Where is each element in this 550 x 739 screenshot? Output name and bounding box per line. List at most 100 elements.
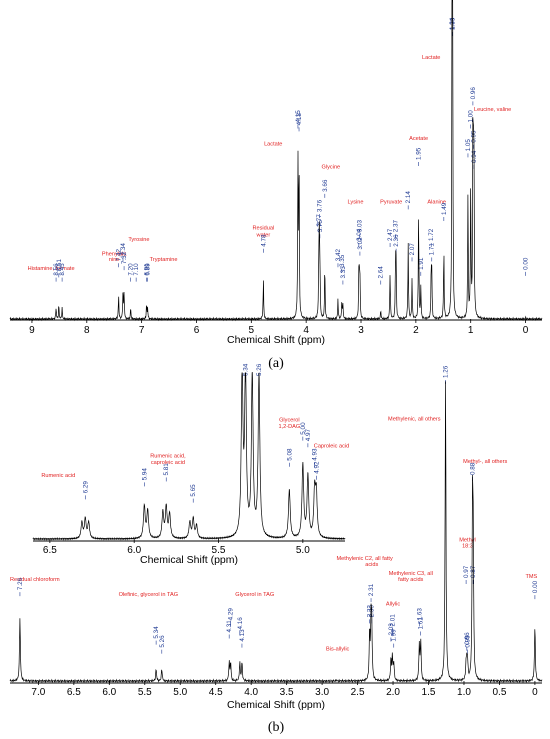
a-peak-value-6-91: 6.91 [144, 263, 151, 276]
b-annotation-tms: TMS [525, 574, 537, 580]
a-peak-value-1-72: 1.72 [428, 228, 435, 241]
a-x-tick-label-6: 6 [194, 325, 200, 336]
inset-x-ticks: 6.5 6.0 5.5 5.0 [43, 539, 310, 556]
i-peak-label-6-29: 6.29 [82, 481, 89, 500]
b-peak-label-4-13: 4.13 [239, 629, 246, 648]
a-annotation-leucine-valine: Leucine, valine [474, 107, 511, 113]
b-annotation-olefinic-glycerol-in-tag: Olefinic, glycerol in TAG [119, 592, 178, 598]
a-peak-label-4-13: 4.13 [296, 113, 303, 132]
b-peak-value-0-95: 0.95 [465, 635, 472, 648]
panel-b-annotations: Residual chloroform Olefinic, glycerol in… [10, 416, 538, 652]
a-peak-value-3-76: 3.76 [316, 199, 323, 212]
b-annotation-acids: acids [365, 562, 378, 568]
a-annotation-residual: Residual [252, 225, 274, 231]
a-peak-label-3-33: 3.33 [340, 266, 347, 285]
a-peak-value-0-00: 0.00 [523, 257, 530, 270]
b-x-tick-label-5-5: 5.5 [138, 687, 152, 698]
a-peak-value-3-33: 3.33 [340, 266, 347, 279]
a-peak-value-1-95: 1.95 [416, 147, 423, 160]
a-annotation-pyruvate: Pyruvate [380, 199, 402, 205]
a-peak-value-1-00: 1.00 [468, 110, 475, 123]
b-peak-label-1-99: 1.99 [391, 629, 398, 648]
b-peak-value-2-03: 2.03 [388, 623, 395, 636]
i-annotation-rumenic-acid: Rumenic acid [41, 473, 75, 479]
a-peak-label-3-02: 3.02 [357, 237, 364, 256]
b-x-tick-label-3-0: 3.0 [315, 687, 329, 698]
a-peak-value-7-20: 7.20 [128, 263, 135, 276]
b-peak-value-5-34: 5.34 [153, 626, 160, 639]
a-peak-label-2-07: 2.07 [409, 243, 416, 262]
b-x-tick-label-1-5: 1.5 [422, 687, 436, 698]
a-x-tick-label-8: 8 [84, 325, 90, 336]
b-peak-value-2-33: 2.33 [367, 605, 374, 618]
b-peak-value-5-26: 5.26 [159, 635, 166, 648]
b-x-tick-label-1-0: 1.0 [457, 687, 471, 698]
a-annotation-water: water [256, 233, 271, 239]
a-annotation-nine: nine [109, 257, 120, 263]
a-peak-label-7-42: 7.42 [116, 248, 123, 268]
b-peak-label-1-26: 1.26 [443, 365, 450, 384]
b-x-tick-label-4-0: 4.0 [244, 687, 258, 698]
i-peak-value-6-29: 6.29 [82, 481, 89, 494]
a-peak-value-1-33: 1.33 [450, 17, 457, 30]
a-peak-value-4-78: 4.78 [260, 234, 267, 247]
a-annotation-lysine: Lysine [348, 199, 364, 205]
a-peak-value-2-64: 2.64 [378, 266, 385, 279]
inset-annotations: Rumenic acid Rumenic acid,caproleic acid G… [41, 418, 349, 479]
a-peak-label-3-76: 3.76 [316, 199, 323, 219]
i-x-tick-label-6-0: 6.0 [127, 545, 141, 556]
b-annotation-fatty-acids: fatty acids [398, 577, 423, 583]
b-annotation-18-3: 18:3 [462, 544, 473, 550]
a-annotation-alanine: Alanine [427, 199, 446, 205]
i-annotation-caproleic-acid: Caproleic acid [314, 444, 349, 450]
b-annotation-bis-allylic: Bis-allylic [326, 647, 350, 653]
b-peak-label-0-96: 0.96 [464, 632, 471, 651]
b-peak-label-1-61: 1.61 [418, 617, 425, 636]
a-annotation-lactate: Lactate [422, 55, 440, 61]
a-x-tick-label-4: 4 [303, 325, 309, 336]
b-peak-value-0-88: 0.88 [469, 462, 476, 475]
i-x-tick-label-5-0: 5.0 [296, 545, 310, 556]
i-annotation-rumenic-acid: Rumenic acid, [150, 454, 186, 460]
b-peak-value-1-63: 1.63 [416, 608, 423, 621]
a-x-tick-label-7: 7 [139, 325, 145, 336]
a-peak-value-4-13: 4.13 [296, 113, 303, 126]
i-peak-value-5-94: 5.94 [141, 468, 148, 481]
b-annotation-methyl: Methyl [459, 538, 475, 544]
a-peak-value-0-94: 0.94 [471, 150, 478, 163]
a-peak-label-1-72: 1.72 [428, 228, 435, 247]
b-peak-value-4-13: 4.13 [239, 629, 246, 642]
b-peak-value-0-97: 0.97 [463, 565, 470, 578]
a-peak-label-2-37: 2.37 [393, 220, 400, 239]
b-annotation-methyl-all-others: Methyl-, all others [463, 459, 507, 465]
a-peak-label-1-49: 1.49 [441, 202, 448, 221]
a-peak-label-2-14: 2.14 [405, 191, 412, 210]
a-peak-value-7-10: 7.10 [133, 263, 140, 276]
panel-a-spectrum-line [9, 0, 543, 322]
a-peak-value-2-07: 2.07 [409, 243, 416, 256]
a-peak-label-8-56: 8.56 [53, 263, 60, 282]
i-peak-value-4-97: 4.97 [305, 428, 312, 441]
b-peak-value-0-00: 0.00 [532, 580, 539, 593]
a-peak-value-1-05: 1.05 [465, 139, 472, 152]
a-peak-label-8-51: 8.51 [56, 259, 63, 278]
a-peak-value-4-15: 4.15 [295, 110, 302, 123]
b-annotation-methylenic-c2-all-fatty: Methylenic C2, all fatty [337, 556, 393, 562]
a-peak-value-0-96: 0.96 [470, 87, 477, 100]
i-x-tick-label-5-5: 5.5 [212, 545, 226, 556]
a-peak-value-7-42: 7.42 [116, 248, 123, 261]
panel-a-peak-labels: 8.568.518.45 7.427.347.327.207.10 6.916.89… [53, 17, 530, 285]
a-peak-value-7-34: 7.34 [120, 243, 127, 256]
b-x-tick-label-2-0: 2.0 [386, 687, 400, 698]
a-peak-label-6-91: 6.91 [144, 263, 151, 282]
i-peak-value-5-65: 5.65 [190, 484, 197, 497]
inset-x-axis-title: Chemical Shift (ppm) [140, 554, 238, 566]
b-annotation-glycerol-in-tag: Glycerol in TAG [235, 592, 274, 598]
a-annotation-tyrosine: Tyrosine [128, 237, 149, 243]
a-peak-label-6-89: 6.89 [145, 263, 152, 282]
inset-peak-labels: 6.29 5.94 5.81 5.65 5.34 5.26 5.08 5.004.974.93… [82, 363, 320, 503]
a-peak-value-7-32: 7.32 [121, 251, 128, 264]
a-peak-label-2-47: 2.47 [387, 228, 394, 247]
